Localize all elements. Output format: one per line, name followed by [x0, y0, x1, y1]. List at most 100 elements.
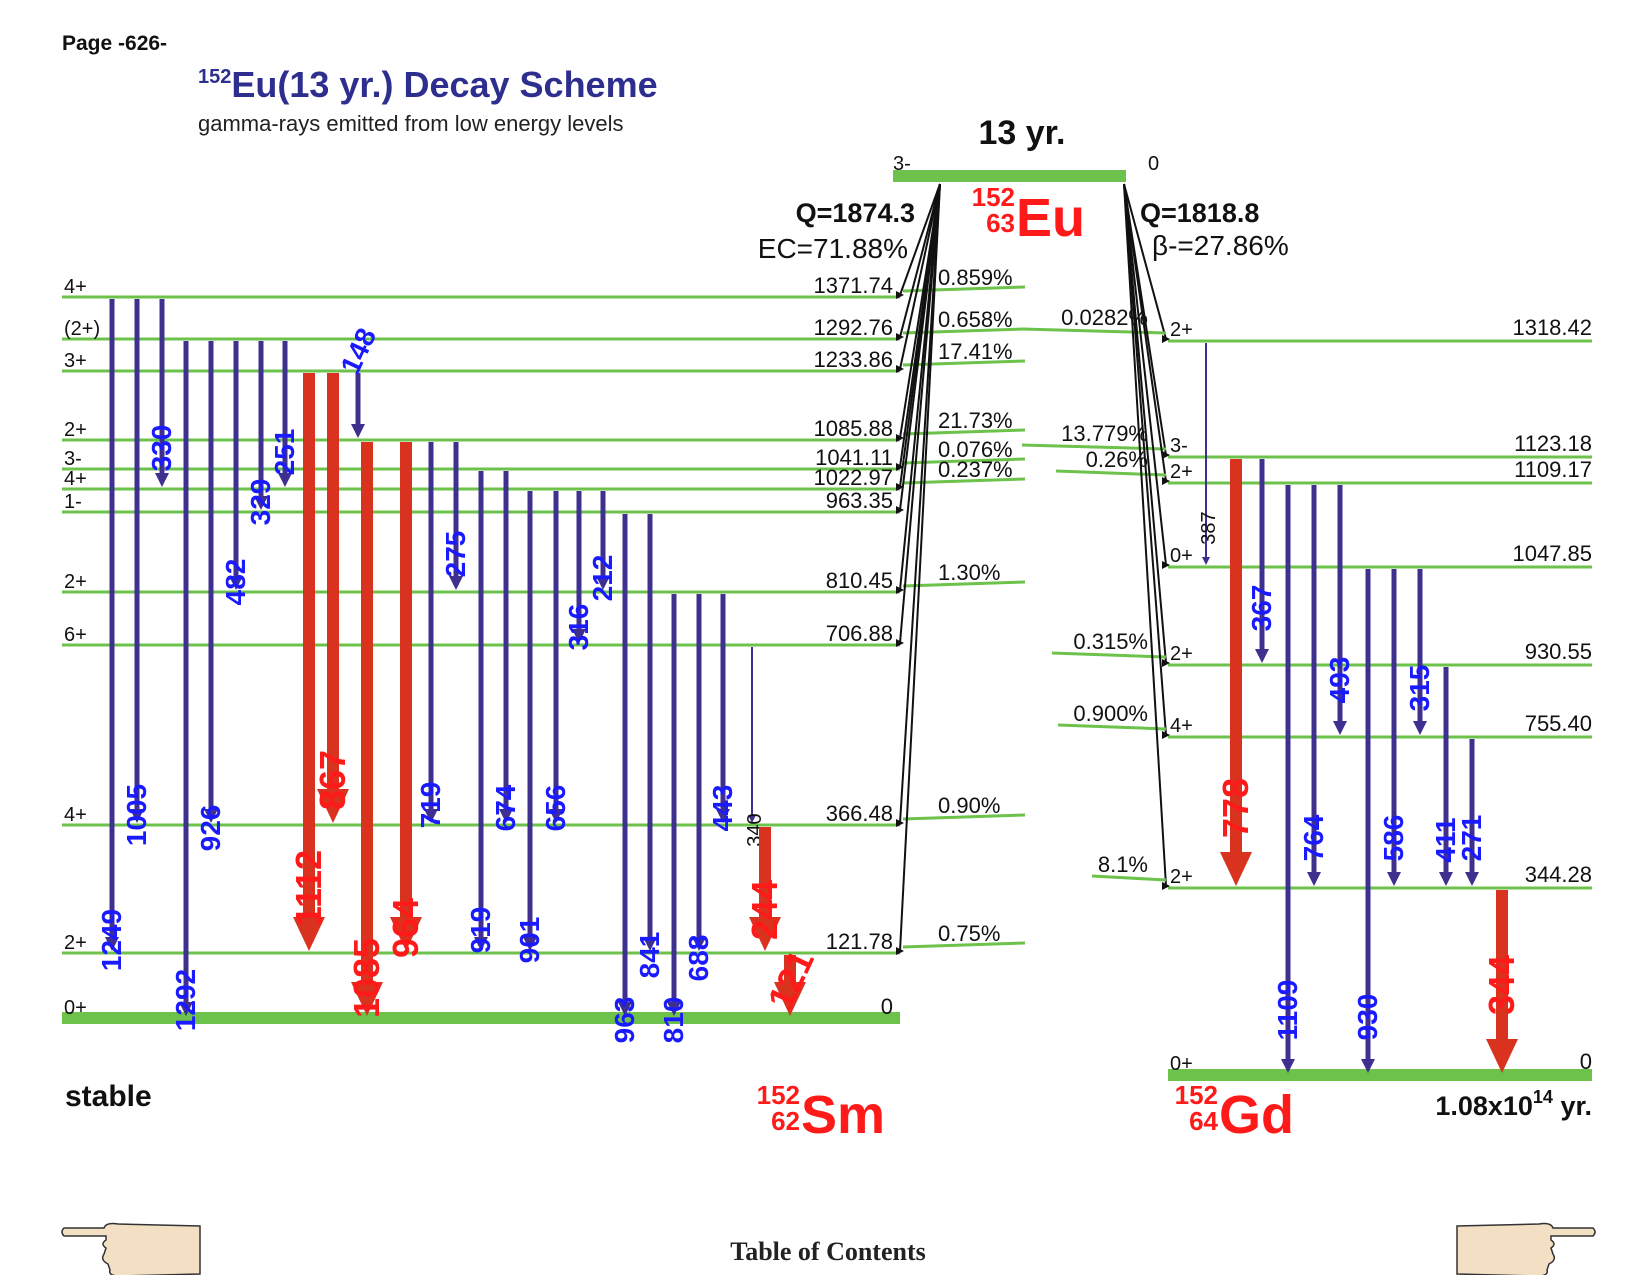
sm-gamma-316-arrowhead	[572, 629, 586, 643]
sm-gamma-656-arrowhead	[549, 809, 563, 823]
ec-branch: EC=71.88%	[758, 233, 908, 264]
ec-feed-arrowhead-9	[896, 819, 904, 827]
gd-half-life-exp: 14	[1533, 1087, 1553, 1107]
gd-feed-tick-1	[1021, 443, 1167, 451]
page-label: Page -626-	[62, 32, 167, 55]
sm-feed-tick-5	[902, 477, 1026, 485]
gd-gamma-778-arrowhead	[1220, 852, 1252, 886]
ec-feed-arrowhead-3	[896, 434, 904, 442]
sm-gamma-867-label: 867	[312, 750, 353, 810]
sm-feed-label-5: 0.237%	[938, 457, 1013, 482]
sm-level-spin-4: 3-	[64, 448, 82, 470]
parent-spin: 3-	[893, 153, 911, 175]
sm-gamma-841-arrowhead	[643, 937, 657, 951]
gd-mass: 152	[1175, 1080, 1218, 1110]
sm-gamma-443-arrowhead	[716, 809, 730, 823]
parent-z: 63	[986, 208, 1015, 238]
beta-feed-arrowhead-2	[1162, 477, 1170, 485]
gd-feed-tick-4	[1051, 651, 1167, 659]
sm-gamma-964-label: 964	[385, 898, 426, 958]
sm-gamma-901-label: 901	[514, 917, 545, 964]
ec-feed-line-8	[899, 183, 941, 644]
title-mass: 152	[198, 66, 231, 88]
ec-feed-line-6	[899, 183, 941, 511]
gd-gamma-411-label: 411	[1430, 817, 1461, 862]
sm-gamma-121-arrowhead	[774, 982, 806, 1016]
beta-feed-line-6	[1123, 183, 1167, 887]
sm-feed-label-2: 17.41%	[938, 339, 1013, 364]
gd-level-energy-5: 755.40	[1525, 711, 1592, 736]
gd-nuclide-label: 152 64 Gd	[1175, 1080, 1294, 1145]
sm-gamma-121-label: 121	[759, 944, 822, 1016]
sm-gamma-919-arrowhead	[474, 937, 488, 951]
sm-feed-label-10: 0.75%	[938, 921, 1000, 946]
ec-feed-arrowhead-6	[896, 506, 904, 514]
beta-feed-arrowhead-4	[1162, 659, 1170, 667]
ec-feed-line-10	[899, 183, 941, 952]
parent-nuclide-label: 152 63 Eu	[972, 182, 1085, 248]
sm-gamma-674-label: 674	[490, 784, 521, 831]
sm-gamma-810-label: 810	[658, 997, 689, 1044]
sm-gamma-244-arrowhead	[749, 917, 781, 951]
sm-feed-label-3: 21.73%	[938, 408, 1013, 433]
sm-gamma-482-label: 482	[220, 559, 251, 606]
sm-level-energy-6: 963.35	[826, 488, 893, 513]
prev-page-button[interactable]	[61, 1222, 201, 1275]
gd-feed-tick-5	[1057, 723, 1167, 731]
sm-level-energy-9: 366.48	[826, 801, 893, 826]
sm-level-energy-10: 121.78	[826, 929, 893, 954]
sm-feed-label-0: 0.859%	[938, 265, 1013, 290]
sm-gamma-1005-label: 1005	[121, 784, 152, 846]
parent-energy: 0	[1148, 153, 1159, 175]
sm-gamma-244-label: 244	[744, 880, 785, 940]
gd-half-life: 1.08x1014 yr.	[1435, 1087, 1592, 1121]
sm-level-spin-9: 4+	[64, 804, 87, 826]
sm-level-spin-6: 1-	[64, 491, 82, 513]
gd-feed-label-6: 8.1%	[1098, 852, 1148, 877]
gd-feed-label-5: 0.900%	[1073, 701, 1148, 726]
sm-level-energy-3: 1085.88	[813, 416, 893, 441]
sm-level-energy-7: 810.45	[826, 568, 893, 593]
next-page-button[interactable]	[1456, 1222, 1596, 1275]
sm-gamma-1085-label: 1085	[346, 938, 387, 1018]
gd-feed-label-1: 13.779%	[1061, 421, 1148, 446]
sm-gamma-1249-label: 1249	[96, 909, 127, 971]
ec-feed-arrowhead-8	[896, 639, 904, 647]
sm-level-spin-5: 4+	[64, 468, 87, 490]
ec-feed-line-0	[899, 183, 941, 296]
q-value-ec: Q=1874.3	[796, 198, 915, 228]
sm-feed-label-1: 0.658%	[938, 307, 1013, 332]
sm-gamma-841-label: 841	[634, 932, 665, 979]
sm-gamma-251-arrowhead	[278, 473, 292, 487]
gd-level-energy-3: 1047.85	[1512, 541, 1592, 566]
parent-mass: 152	[972, 182, 1015, 212]
beta-feed-arrowhead-5	[1162, 731, 1170, 739]
sm-z: 62	[771, 1106, 800, 1136]
beta-feed-arrowhead-0	[1162, 335, 1170, 343]
sm-nuclide-label: 152 62 Sm	[757, 1080, 885, 1145]
gd-level-spin-1: 3-	[1170, 435, 1188, 457]
sm-level-energy-1: 1292.76	[813, 315, 893, 340]
gd-feed-tick-6	[1091, 874, 1167, 882]
gd-gamma-344-label: 344	[1481, 955, 1522, 1015]
sm-gamma-1292-arrowhead	[179, 1002, 193, 1016]
title-text: Eu(13 yr.) Decay Scheme	[231, 64, 657, 105]
gd-level-energy-6: 344.28	[1525, 862, 1592, 887]
gd-gamma-271-label: 271	[1456, 815, 1487, 862]
q-value-beta: Q=1818.8	[1140, 198, 1259, 228]
ec-feed-arrowhead-4	[896, 463, 904, 471]
sm-gamma-316-label: 316	[563, 604, 594, 651]
gd-gamma-764-arrowhead	[1307, 872, 1321, 886]
gd-gamma-1109-label: 1109	[1272, 980, 1303, 1041]
sm-gamma-810-arrowhead	[667, 1002, 681, 1016]
sm-feed-tick-9	[902, 813, 1026, 821]
sm-level-energy-8: 706.88	[826, 621, 893, 646]
sm-feed-tick-1	[902, 327, 1026, 335]
beta-feed-arrowhead-6	[1162, 882, 1170, 890]
gd-level-spin-6: 2+	[1170, 866, 1193, 888]
gd-feed-tick-0	[1021, 327, 1167, 335]
gd-half-life-unit: yr.	[1553, 1091, 1592, 1121]
table-of-contents-link[interactable]: Table of Contents	[730, 1237, 926, 1266]
beta-feed-arrowhead-1	[1162, 451, 1170, 459]
sm-gamma-340-arrowhead	[748, 815, 756, 823]
